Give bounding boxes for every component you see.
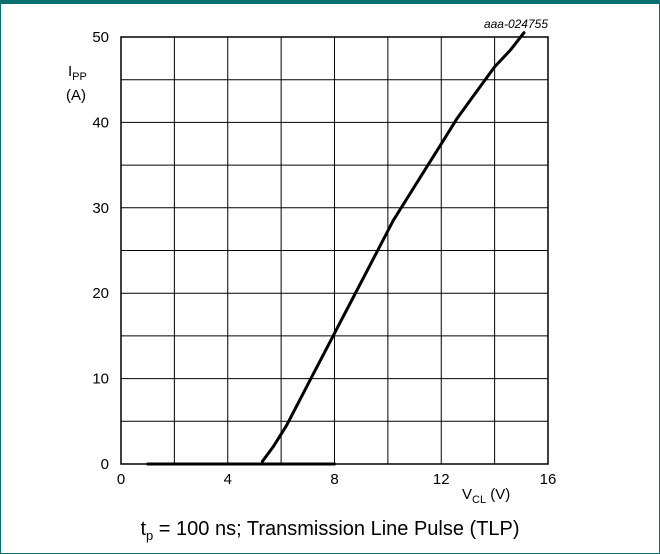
figure-caption: tp = 100 ns; Transmission Line Pulse (TL… <box>0 518 660 543</box>
x-tick-label: 16 <box>540 471 557 488</box>
x-axis-var: V <box>462 486 472 503</box>
caption-text: = 100 ns; Transmission Line Pulse (TLP) <box>153 518 520 540</box>
y-axis-var: I <box>68 63 72 80</box>
curves <box>146 31 526 466</box>
x-axis-unit: (V) <box>490 486 510 503</box>
y-tick-label: 30 <box>92 200 109 217</box>
x-axis-sub: CL <box>472 494 486 506</box>
y-tick-label: 0 <box>101 456 109 473</box>
series-line-1 <box>260 31 526 463</box>
y-tick-label: 40 <box>92 114 109 131</box>
tick-labels: 0 4 8 12 16 0 10 20 30 40 50 <box>92 29 556 488</box>
grid <box>121 37 548 464</box>
caption-var: t <box>140 518 147 540</box>
figure-ref: aaa-024755 <box>484 17 548 31</box>
y-tick-label: 20 <box>92 285 109 302</box>
x-axis-label: VCL (V) <box>462 486 510 506</box>
y-axis-label: IPP <box>68 63 87 83</box>
x-tick-label: 12 <box>433 471 450 488</box>
x-tick-label: 4 <box>224 471 232 488</box>
frame-top-bar <box>0 0 660 4</box>
y-axis-sub: PP <box>72 71 87 83</box>
y-tick-label: 10 <box>92 371 109 388</box>
caption-sub: p <box>146 528 154 543</box>
x-tick-label: 0 <box>117 471 125 488</box>
y-axis-unit: (A) <box>66 87 86 104</box>
y-tick-label: 50 <box>92 29 109 46</box>
x-tick-label: 8 <box>330 471 338 488</box>
